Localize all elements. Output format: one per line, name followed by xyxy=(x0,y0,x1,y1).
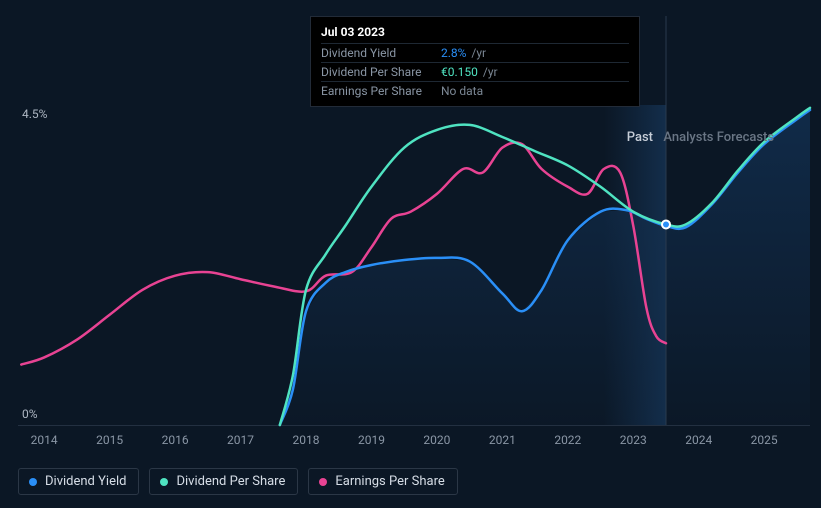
tooltip-row-label: Dividend Yield xyxy=(321,46,441,60)
x-tick: 2021 xyxy=(489,433,516,447)
x-tick: 2015 xyxy=(96,433,123,447)
legend-item-label: Earnings Per Share xyxy=(335,474,444,489)
tooltip-row: Dividend Per Share€0.150 /yr xyxy=(321,62,629,81)
chart-legend: Dividend Yield Dividend Per Share Earnings… xyxy=(18,468,458,495)
legend-dot-icon xyxy=(29,478,37,486)
y-axis-min-label: 0% xyxy=(22,407,38,421)
x-tick: 2022 xyxy=(554,433,581,447)
tooltip-row-unit: /yr xyxy=(468,46,486,60)
legend-item-earnings-per-share[interactable]: Earnings Per Share xyxy=(308,468,457,495)
legend-dot-icon xyxy=(319,478,327,486)
tooltip-row-value: No data xyxy=(441,84,483,98)
x-tick: 2024 xyxy=(685,433,712,447)
tooltip-date: Jul 03 2023 xyxy=(321,23,629,43)
x-tick: 2016 xyxy=(162,433,189,447)
tooltip-row: Dividend Yield2.8% /yr xyxy=(321,43,629,62)
y-axis-max-label: 4.5% xyxy=(22,107,47,121)
hover-tooltip: Jul 03 2023 Dividend Yield2.8% /yrDivide… xyxy=(310,16,640,107)
tooltip-row-value: €0.150 xyxy=(441,65,478,79)
tooltip-row-label: Earnings Per Share xyxy=(321,84,441,98)
region-label-forecast: Analysts Forecasts xyxy=(663,130,774,145)
legend-item-label: Dividend Per Share xyxy=(176,474,285,489)
dividend-chart: 4.5% 0% Past Analysts Forecasts 2014 2015… xyxy=(0,0,821,508)
tooltip-row-label: Dividend Per Share xyxy=(321,65,441,79)
legend-item-dividend-per-share[interactable]: Dividend Per Share xyxy=(149,468,298,495)
tooltip-row: Earnings Per ShareNo data xyxy=(321,81,629,100)
region-label-past: Past xyxy=(627,130,653,145)
x-tick: 2025 xyxy=(751,433,778,447)
legend-dot-icon xyxy=(160,478,168,486)
x-tick: 2014 xyxy=(31,433,58,447)
hover-marker xyxy=(662,220,670,228)
x-tick: 2019 xyxy=(358,433,385,447)
x-tick: 2017 xyxy=(227,433,254,447)
legend-item-dividend-yield[interactable]: Dividend Yield xyxy=(18,468,139,495)
tooltip-row-unit: /yr xyxy=(480,65,498,79)
x-tick: 2018 xyxy=(293,433,320,447)
x-tick: 2023 xyxy=(620,433,647,447)
x-tick: 2020 xyxy=(423,433,450,447)
tooltip-row-value: 2.8% xyxy=(441,46,466,60)
legend-item-label: Dividend Yield xyxy=(45,474,126,489)
